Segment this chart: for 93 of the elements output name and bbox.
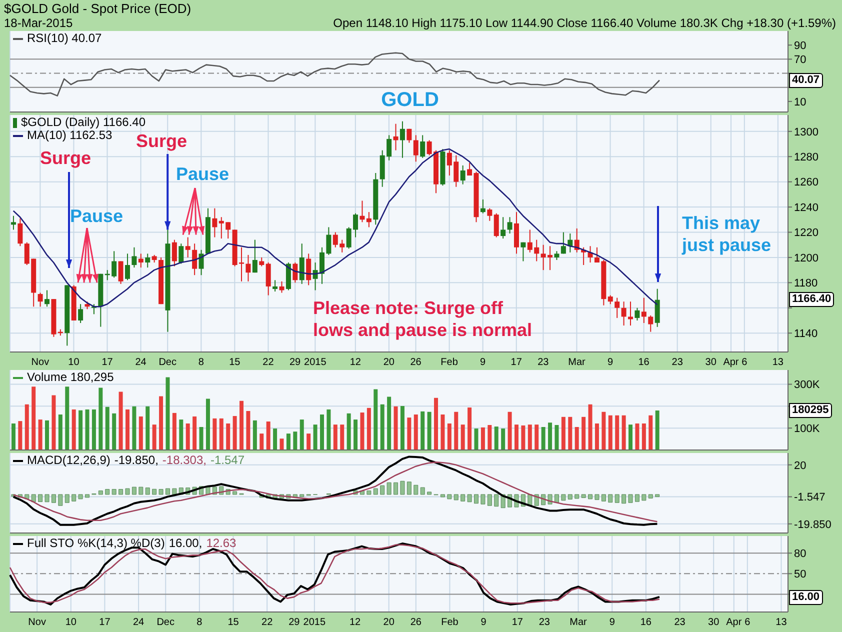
- x-tick-label: 17: [99, 617, 111, 628]
- annotation: Pause: [70, 206, 124, 228]
- x-tick-label: 8: [198, 357, 204, 368]
- y-tick-label: 100K: [794, 422, 820, 435]
- x-tick-label: 9: [607, 357, 614, 368]
- text: Open 1148.10 High 1175.10 Low 1144.90 Close 1166.40 Volume 180.3K Chg +18.30 (+1.59%): [332, 16, 836, 30]
- x-tick-label: 23: [538, 357, 550, 368]
- legend-label: $GOLD (Daily) 1166.40: [20, 115, 146, 129]
- y-tick-label: 70: [794, 54, 806, 66]
- x-tick-label: 8: [196, 617, 203, 628]
- y-tick-label: 10: [794, 96, 806, 108]
- x-tick-label: 23: [672, 357, 684, 368]
- chart-title: $GOLD Gold - Spot Price (EOD): [4, 1, 192, 16]
- x-tick-label: 29: [289, 357, 302, 368]
- x-tick-label: 23: [674, 617, 686, 628]
- x-tick-label: Feb: [441, 617, 459, 628]
- x-tick-label: 13: [772, 357, 784, 368]
- x-tick-label: 10: [68, 357, 80, 368]
- y-tick-label: 1260: [794, 176, 818, 189]
- x-tick-label: 15: [229, 357, 241, 368]
- x-tick-label: 20: [383, 617, 395, 628]
- annotation: Please note: Surge off lows and pause is normal: [313, 298, 534, 342]
- series-label: 16.00,: [168, 536, 202, 550]
- chart-subtitle: 18-Mar-2015: [4, 16, 73, 30]
- x-tick-label: Dec: [158, 357, 177, 368]
- x-tick-label: 24: [132, 617, 145, 628]
- series-label: 12.63: [206, 536, 236, 550]
- y-tick-label: 1180: [794, 278, 818, 290]
- x-tick-label: 22: [262, 357, 274, 368]
- legend-label: Volume 180,295: [26, 370, 114, 384]
- x-tick-label: Apr: [723, 357, 740, 368]
- x-tick-label: 24: [135, 357, 147, 368]
- x-tick-label: 16: [640, 617, 652, 628]
- annotation: 16.00: [789, 590, 823, 605]
- x-tick-label: 30: [705, 357, 717, 368]
- series-label: -1.547: [210, 453, 244, 467]
- x-tick-label: 13: [776, 617, 788, 628]
- y-tick-label: -1.547: [794, 492, 826, 504]
- x-tick-label: Mar: [570, 617, 588, 628]
- x-tick-label: 17: [102, 357, 114, 368]
- y-tick-label: 50: [794, 568, 806, 581]
- annotation: This may just pause: [682, 213, 772, 256]
- x-tick-label: Feb: [440, 357, 458, 368]
- y-tick-label: 1200: [794, 252, 818, 264]
- x-tick-label: Dec: [156, 617, 174, 628]
- annotation: Surge: [40, 148, 92, 170]
- x-tick-label: 29: [288, 617, 300, 628]
- x-tick-label: Mar: [568, 357, 586, 368]
- y-tick-label: 1140: [794, 328, 818, 340]
- x-tick-label: 17: [512, 617, 524, 628]
- x-tick-label: 12: [349, 617, 362, 628]
- x-tick-label: 6: [742, 357, 748, 368]
- y-tick-label: 1300: [794, 126, 818, 138]
- x-tick-label: 9: [609, 617, 616, 628]
- x-tick-label: Apr: [726, 617, 742, 628]
- x-tick-label: 9: [480, 617, 487, 628]
- x-tick-label: 2015: [304, 357, 327, 368]
- x-tick-label: Nov: [31, 357, 50, 368]
- x-tick-label: 26: [410, 617, 422, 628]
- x-tick-label: 2015: [303, 617, 326, 628]
- legend-title: Full STO %K(14,3) %D(3): [27, 536, 165, 550]
- text: -18.303,: [162, 453, 206, 467]
- x-tick-label: 9: [480, 357, 486, 368]
- legend-label: RSI(10) 40.07: [26, 31, 102, 45]
- x-tick-label: 10: [65, 617, 77, 628]
- text: 1166.40: [789, 292, 834, 307]
- y-tick-label: 80: [794, 548, 806, 560]
- annotation: Pause: [176, 164, 230, 186]
- x-tick-label: 26: [410, 357, 422, 368]
- y-tick-label: 300K: [794, 379, 820, 392]
- y-tick-label: 1220: [794, 227, 818, 240]
- x-tick-label: 16: [638, 357, 650, 368]
- legend-label: MA(10) 1162.53: [27, 128, 112, 142]
- x-tick-label: 12: [350, 357, 362, 368]
- x-tick-label: 6: [744, 617, 751, 628]
- legend-title: MACD(12,26,9): [27, 453, 110, 467]
- y-tick-label: 20: [794, 460, 806, 472]
- annotation: Surge: [136, 131, 188, 153]
- x-tick-label: 22: [262, 617, 274, 628]
- x-tick-label: 17: [510, 357, 522, 368]
- text: -19.850,: [114, 453, 158, 467]
- y-tick-label: 1280: [794, 152, 818, 164]
- y-tick-label: 90: [794, 40, 806, 52]
- y-tick-label: 1240: [794, 202, 818, 214]
- x-tick-label: 15: [228, 617, 240, 628]
- y-tick-label: -19.850: [794, 518, 832, 531]
- annotation: 40.07: [789, 73, 823, 88]
- annotation: 180295: [789, 403, 832, 418]
- x-tick-label: Nov: [28, 617, 46, 628]
- x-tick-label: 23: [538, 617, 550, 628]
- x-tick-label: 30: [708, 617, 720, 628]
- annotation: GOLD: [380, 88, 440, 112]
- x-tick-label: 20: [383, 357, 395, 368]
